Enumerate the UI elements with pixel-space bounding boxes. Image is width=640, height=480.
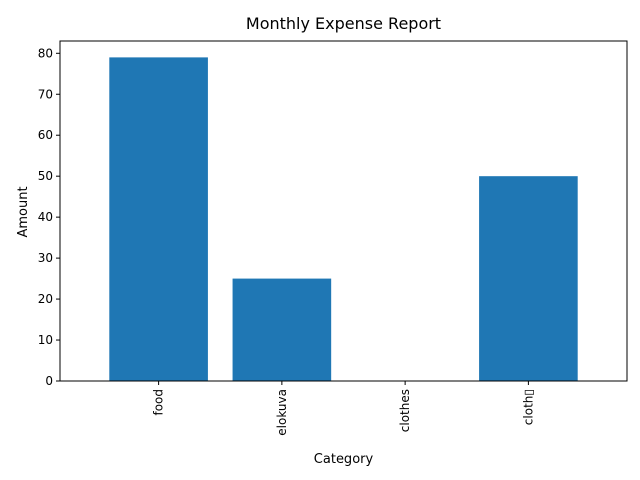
x-tick-label-0: food	[152, 389, 166, 416]
x-tick-label-1: elokuva	[275, 389, 289, 436]
chart-title: Monthly Expense Report	[246, 14, 441, 33]
x-tick-label-3: cloth▯	[521, 389, 535, 425]
y-tick-label-6: 60	[38, 128, 53, 142]
x-axis-ticks: food elokuva clothes cloth▯	[152, 381, 535, 436]
y-tick-label-3: 30	[38, 251, 53, 265]
bar-3	[479, 176, 578, 381]
bar-1	[232, 278, 332, 381]
y-tick-label-2: 20	[38, 292, 53, 306]
x-axis-label: Category	[314, 452, 374, 467]
y-tick-label-0: 0	[45, 374, 53, 388]
y-tick-label-4: 40	[38, 210, 53, 224]
y-tick-label-5: 50	[38, 169, 53, 183]
y-axis-label: Amount	[16, 186, 31, 237]
y-axis-ticks: 0 10 20 30 40 50 60 70 80	[38, 46, 60, 388]
y-tick-label-1: 10	[38, 333, 53, 347]
bars	[109, 57, 578, 381]
y-tick-label-8: 80	[38, 46, 53, 60]
y-tick-label-7: 70	[38, 87, 53, 101]
axes-frame	[59, 40, 628, 382]
bar-0	[109, 57, 208, 381]
x-tick-label-2: clothes	[398, 389, 412, 432]
